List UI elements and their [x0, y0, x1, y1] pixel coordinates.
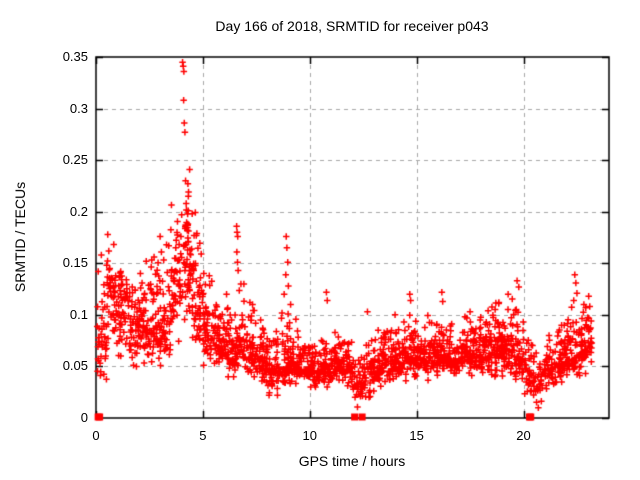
- y-tick-label: 0.15: [62, 255, 88, 271]
- x-tick-label: 0: [92, 428, 100, 443]
- y-tick-label: 0.1: [69, 306, 88, 322]
- y-tick-label: 0.05: [62, 358, 88, 374]
- y-tick-label: 0.25: [62, 152, 88, 168]
- y-tick-label: 0: [80, 410, 88, 425]
- y-tick-label: 0.35: [62, 49, 88, 64]
- x-tick-label: 20: [516, 428, 531, 443]
- x-axis-label: GPS time / hours: [298, 453, 406, 469]
- x-tick-label: 5: [199, 428, 207, 443]
- y-tick-label: 0.2: [69, 203, 88, 219]
- x-tick-label: 10: [302, 428, 317, 443]
- x-tick-label: 15: [409, 428, 424, 443]
- y-tick-label: 0.3: [69, 100, 88, 116]
- y-axis-label: SRMTID / TECUs: [12, 181, 28, 293]
- chart-title: Day 166 of 2018, SRMTID for receiver p04…: [215, 18, 489, 34]
